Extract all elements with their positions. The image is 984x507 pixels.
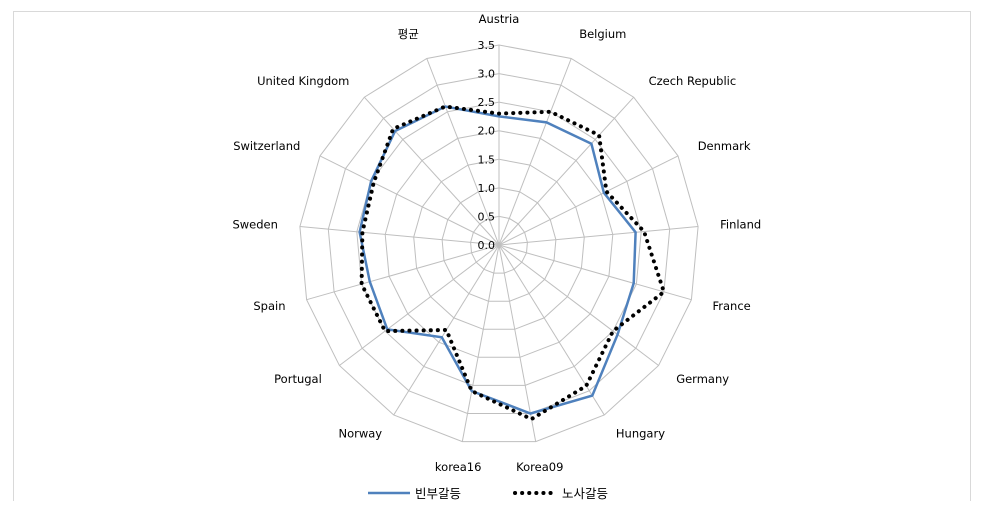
series-line [359,104,667,422]
category-label: Germany [676,372,729,386]
grid-spoke [498,96,635,246]
category-label: Norway [338,427,382,441]
category-labels: Austria Belgium Czech Republic Denmark Finla… [232,12,761,474]
grid-spoke [339,244,500,366]
tick-label: 0.0 [478,239,496,252]
grid-ring [327,73,671,414]
tick-label: 2.5 [478,96,496,109]
category-label: Hungary [616,427,665,441]
radar-grid [299,44,699,443]
grid-spoke [498,226,699,246]
series-line [358,105,637,415]
category-label: United Kingdom [257,74,349,88]
grid-ring [470,215,528,274]
category-label: Finland [720,218,761,232]
grid-spoke [426,58,500,246]
category-label: Czech Republic [649,74,737,88]
category-label: France [713,299,751,313]
radial-tick-labels: 0.0 0.5 1.0 1.5 2.0 2.5 3.0 3.5 [478,39,496,252]
grid-ring [384,130,614,358]
category-label: 평균 [398,27,419,41]
category-label: Belgium [579,27,626,41]
grid-ring [356,101,642,386]
legend-label-series-1: 빈부갈등 [415,486,461,501]
grid-spoke [319,155,500,246]
grid-spoke [498,58,572,246]
tick-label: 3.5 [478,39,496,52]
grid-spoke [306,244,500,301]
category-label: Spain [253,299,285,313]
category-label: Korea09 [516,460,563,474]
grid-ring [299,44,699,443]
category-label: Sweden [232,218,277,232]
grid-spoke [299,226,500,246]
grid-ring [441,187,557,302]
grid-spoke [498,244,659,366]
tick-label: 2.0 [478,125,496,138]
tick-label: 0.5 [478,210,496,223]
grid-ring [413,158,585,330]
chart-frame [13,11,971,501]
grid-spoke [498,244,537,442]
category-label: Switzerland [233,139,300,153]
grid-spoke [363,96,500,246]
grid-spoke [498,155,679,246]
tick-label: 1.0 [478,182,496,195]
tick-label: 1.5 [478,153,496,166]
grid-spoke [498,244,692,301]
tick-label: 3.0 [478,68,496,81]
grid-spoke [461,244,500,442]
legend-label-series-2: 노사갈등 [562,486,608,501]
legend: 빈부갈등 노사갈등 [368,486,608,501]
category-label: korea16 [435,460,482,474]
series-lines [358,104,667,422]
category-label: Austria [479,12,520,26]
category-label: Portugal [274,372,322,386]
category-label: Denmark [698,139,751,153]
